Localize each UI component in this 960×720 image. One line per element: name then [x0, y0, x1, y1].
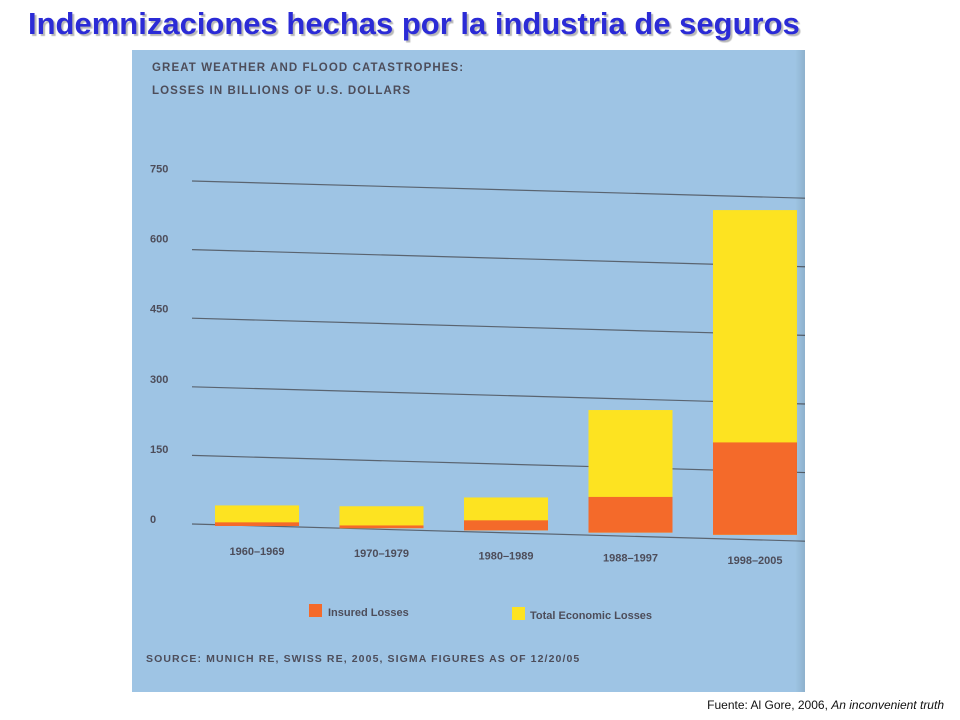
gridline	[191, 386, 805, 405]
gridline	[191, 523, 805, 542]
gridline	[191, 249, 805, 268]
legend-label-insured: Insured Losses	[328, 607, 409, 619]
y-tick-label: 300	[150, 374, 168, 386]
y-tick-label: 750	[150, 164, 168, 176]
x-category-label: 1998–2005	[727, 555, 782, 567]
slide-title: Indemnizaciones hechas por la industria …	[28, 6, 800, 41]
legend-label-total: Total Economic Losses	[530, 610, 652, 622]
x-category-label: 1960–1969	[229, 546, 284, 558]
y-tick-label: 450	[150, 304, 168, 316]
bar-insured-losses	[464, 520, 548, 531]
x-category-label: 1988–1997	[603, 553, 658, 565]
loss-chart: GREAT WEATHER AND FLOOD CATASTROPHES: LO…	[146, 62, 805, 665]
credit-prefix: Fuente: Al Gore, 2006,	[707, 698, 832, 712]
bar-total-economic-losses	[339, 506, 424, 529]
bar-total-economic-losses	[215, 505, 299, 526]
gridlines	[191, 180, 805, 542]
legend-swatch-insured	[309, 604, 322, 617]
gridline	[191, 180, 805, 199]
x-axis-categories: 1960–1969 1970–1979 1980–1989 1988–1997 1998…	[229, 546, 782, 567]
credit-book-title: An inconvenient truth	[831, 698, 944, 712]
source-credit: Fuente: Al Gore, 2006, An inconvenient t…	[707, 698, 944, 712]
chart-panel: GREAT WEATHER AND FLOOD CATASTROPHES: LO…	[132, 50, 805, 692]
x-category-label: 1970–1979	[354, 548, 409, 560]
y-tick-label: 600	[150, 234, 168, 246]
y-tick-label: 150	[150, 444, 168, 456]
y-tick-label: 0	[150, 514, 156, 526]
x-category-label: 1980–1989	[478, 550, 533, 562]
legend-swatch-total	[512, 607, 525, 620]
gridline	[191, 317, 805, 336]
chart-title-line1: GREAT WEATHER AND FLOOD CATASTROPHES:	[152, 62, 464, 74]
bar-insured-losses	[339, 525, 424, 529]
bar-insured-losses	[588, 496, 673, 533]
page-edge-shadow	[795, 50, 805, 692]
gridline	[191, 454, 805, 474]
bars	[215, 210, 797, 535]
y-axis-ticks: 0 150 300 450 600 750	[150, 164, 168, 527]
bar-insured-losses	[713, 442, 797, 535]
source-note: SOURCE: MUNICH RE, SWISS RE, 2005, SIGMA…	[146, 653, 580, 665]
bar-insured-losses	[215, 522, 299, 526]
chart-title-line2: LOSSES IN BILLIONS OF U.S. DOLLARS	[152, 85, 411, 97]
legend: Insured Losses Total Economic Losses	[309, 604, 652, 622]
